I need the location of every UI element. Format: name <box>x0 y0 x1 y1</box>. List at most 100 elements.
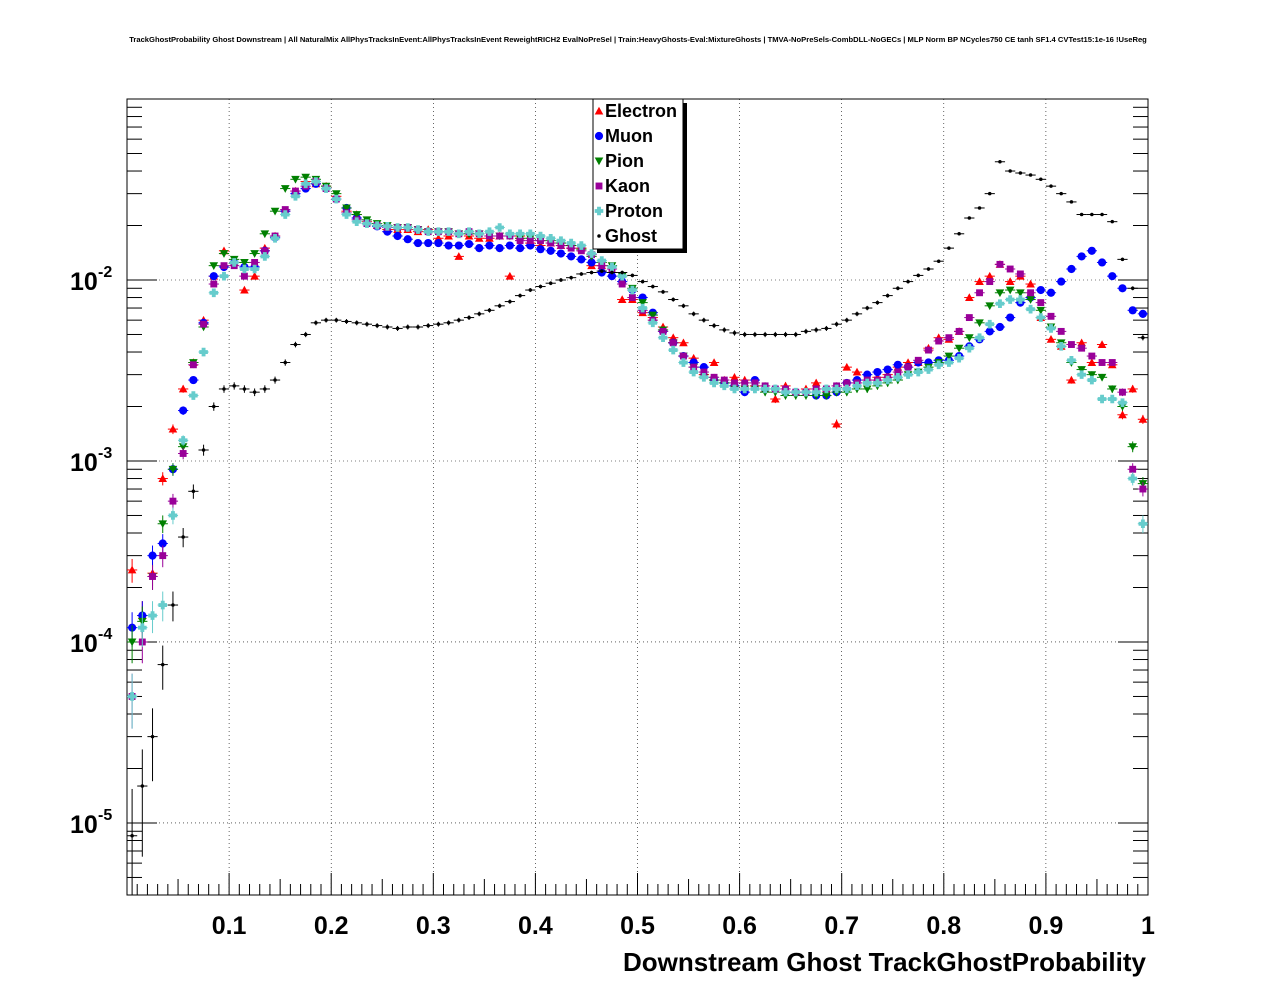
data-point <box>159 552 167 560</box>
data-point <box>150 734 155 739</box>
data-point <box>209 262 219 270</box>
data-point <box>1005 295 1015 304</box>
data-point <box>934 360 943 370</box>
data-point <box>210 280 218 288</box>
data-point <box>617 271 627 281</box>
data-point <box>334 318 339 322</box>
data-point <box>690 363 698 371</box>
data-point <box>985 271 995 280</box>
data-point <box>742 332 747 337</box>
data-point <box>240 259 249 267</box>
data-point <box>538 284 543 289</box>
data-point <box>537 237 544 245</box>
data-point <box>680 352 687 360</box>
data-point <box>648 318 658 328</box>
data-point <box>702 318 706 322</box>
data-point <box>1097 394 1107 404</box>
data-point <box>832 384 841 394</box>
data-point <box>260 252 270 261</box>
data-point <box>209 272 218 281</box>
data-point <box>638 299 647 307</box>
data-point <box>965 293 974 301</box>
data-point <box>1087 375 1097 385</box>
data-point <box>280 210 290 219</box>
data-point <box>171 603 175 607</box>
data-point <box>393 223 402 232</box>
data-point <box>189 391 198 400</box>
data-point <box>811 378 821 387</box>
data-point <box>352 217 362 226</box>
legend-label-kaon: Kaon <box>605 176 650 196</box>
data-point <box>406 325 410 329</box>
data-point <box>925 346 932 354</box>
data-point <box>508 299 512 304</box>
data-point <box>457 318 461 322</box>
data-point <box>1046 288 1056 297</box>
y-tick-exponent: -5 <box>98 807 112 824</box>
data-point <box>781 387 790 397</box>
data-point <box>477 312 481 316</box>
x-tick-label: 0.4 <box>518 912 553 940</box>
data-point <box>158 520 168 529</box>
data-point <box>169 497 177 505</box>
data-point <box>1097 258 1107 267</box>
data-point <box>924 365 933 374</box>
data-point <box>1139 485 1147 493</box>
data-point <box>720 376 728 384</box>
data-point <box>751 379 759 387</box>
data-point <box>955 327 963 335</box>
data-point <box>1097 373 1107 382</box>
data-point <box>229 258 239 267</box>
data-point <box>352 211 362 219</box>
data-point <box>750 384 760 394</box>
data-point <box>516 237 524 245</box>
y-tick-label: 10 <box>70 268 98 296</box>
data-point <box>497 304 502 308</box>
data-point <box>730 372 739 381</box>
data-point <box>600 269 604 273</box>
data-point <box>1046 335 1056 343</box>
data-point <box>1128 384 1137 393</box>
data-point <box>954 344 964 353</box>
data-point <box>709 378 719 388</box>
data-point <box>252 390 257 394</box>
data-point <box>824 326 829 331</box>
data-point <box>669 339 677 347</box>
data-point <box>1026 296 1035 304</box>
data-point <box>516 244 525 253</box>
data-point <box>985 302 995 311</box>
data-point <box>589 270 594 275</box>
data-point <box>1100 212 1104 217</box>
data-point <box>261 247 269 255</box>
data-point <box>424 238 433 248</box>
data-point <box>1107 385 1117 394</box>
data-point <box>219 271 229 281</box>
data-point <box>843 379 851 387</box>
data-point <box>212 404 216 409</box>
data-point <box>965 343 974 353</box>
data-point <box>240 264 249 274</box>
x-axis-tick-labels: 0.1 0.2 0.3 0.4 0.5 0.6 0.7 0.8 0.9 1 <box>212 912 1155 940</box>
data-point <box>454 229 464 239</box>
data-point <box>148 611 157 620</box>
data-point <box>1027 289 1035 297</box>
data-point <box>375 323 379 328</box>
legend-marker-proton <box>594 206 604 216</box>
data-point <box>1046 324 1056 333</box>
data-point <box>579 272 584 276</box>
data-point <box>1039 177 1043 182</box>
data-point <box>158 600 168 610</box>
data-point <box>444 241 453 250</box>
legend-label-muon: Muon <box>605 126 653 146</box>
data-point <box>467 315 471 320</box>
data-point <box>651 284 655 289</box>
data-point <box>773 332 778 337</box>
data-point <box>1077 370 1086 379</box>
data-point <box>1138 414 1148 423</box>
data-point <box>845 318 849 322</box>
data-point <box>567 244 575 252</box>
data-point <box>191 489 196 494</box>
data-point <box>505 271 515 280</box>
data-series <box>127 160 1148 895</box>
data-point <box>1016 295 1025 304</box>
